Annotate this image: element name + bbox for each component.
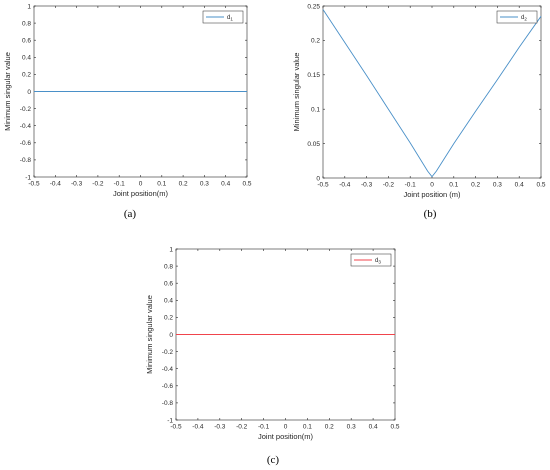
x-tick-label: 0.3 <box>347 424 356 431</box>
legend: d1 <box>202 10 244 24</box>
x-tick-label: -0.5 <box>28 181 40 188</box>
x-tick-label: -0.1 <box>405 182 417 189</box>
legend-label: d3 <box>375 258 381 265</box>
x-tick-label: -0.5 <box>317 182 329 189</box>
y-tick-label: 0 <box>27 89 31 96</box>
y-tick-label: 0.8 <box>164 263 173 270</box>
y-tick-label: -0.6 <box>162 383 174 390</box>
x-axis-label: Joint position (m) <box>403 190 461 199</box>
x-tick-label: 0.2 <box>471 182 480 189</box>
y-tick-label: -0.4 <box>162 366 174 373</box>
chart-panel-3: -0.5 -0.4 -0.3 -0.2 -0.1 0 0.1 0.2 0.3 0.4 0.5 -1 -0… <box>145 246 400 466</box>
y-tick-label: -0.2 <box>20 106 32 113</box>
x-tick-label: 0.3 <box>200 181 209 188</box>
x-tick-label: -0.2 <box>383 182 395 189</box>
x-tick-label: -0.5 <box>170 424 182 431</box>
y-tick-label: 0.2 <box>164 315 173 322</box>
x-axis-label: Joint position(m) <box>258 432 314 441</box>
y-tick-label: -0.6 <box>20 140 32 147</box>
x-tick-label: 0 <box>139 181 143 188</box>
x-tick-label: 0.5 <box>242 181 251 188</box>
x-tick-label: -0.4 <box>50 181 62 188</box>
y-tick-label: 0.2 <box>22 72 31 79</box>
legend-label: d1 <box>227 15 233 22</box>
x-tick-label: -0.3 <box>71 181 83 188</box>
x-tick-label: 0.4 <box>369 424 378 431</box>
legend-label: d2 <box>521 15 527 22</box>
panel-caption: (c) <box>267 454 280 466</box>
legend: d3 <box>350 253 392 267</box>
y-tick-label: -0.4 <box>20 123 32 130</box>
chart-panel-2: -0.5 -0.4 -0.3 -0.2 -0.1 0 0.1 0.2 0.3 0.4 0.5 0 0.0… <box>292 3 546 220</box>
x-tick-label: -0.3 <box>214 424 226 431</box>
legend: d2 <box>496 10 538 24</box>
y-tick-label: 0.6 <box>22 38 31 45</box>
x-tick-label: 0.3 <box>493 182 502 189</box>
x-tick-label: -0.2 <box>92 181 104 188</box>
y-tick-label: 1 <box>169 246 173 253</box>
x-tick-label: 0.5 <box>536 182 545 189</box>
y-axis-label: Minimum singular value <box>292 53 301 132</box>
y-tick-label: 0.1 <box>311 107 320 114</box>
x-tick-label: 0.1 <box>157 181 166 188</box>
x-tick-label: -0.1 <box>258 424 270 431</box>
y-tick-label: 0.2 <box>311 38 320 45</box>
x-tick-label: 0 <box>430 182 434 189</box>
y-tick-label: -1 <box>167 417 173 424</box>
x-tick-label: 0.2 <box>325 424 334 431</box>
x-tick-label: -0.1 <box>114 181 126 188</box>
x-tick-label: 0.1 <box>449 182 458 189</box>
y-axis-label: Minimum singular value <box>3 52 12 131</box>
x-tick-label: 0.2 <box>179 181 188 188</box>
panel-caption: (a) <box>124 208 137 220</box>
chart-panel-1: -0.5 -0.4 -0.3 -0.2 -0.1 0 0.1 0.2 0.3 0.4 0.5 -1 -0… <box>3 3 252 220</box>
y-tick-label: 0.4 <box>22 55 31 62</box>
x-tick-label: 0.4 <box>515 182 524 189</box>
y-tick-label: 0.05 <box>307 141 320 148</box>
x-tick-label: -0.4 <box>192 424 204 431</box>
y-tick-label: 0.8 <box>22 20 31 27</box>
y-tick-label: 0.4 <box>164 298 173 305</box>
x-tick-label: -0.4 <box>339 182 351 189</box>
y-tick-label: -1 <box>25 174 31 181</box>
x-tick-label: 0.5 <box>390 424 399 431</box>
y-tick-label: 0.15 <box>307 72 320 79</box>
y-tick-label: -0.8 <box>20 157 32 164</box>
x-tick-label: -0.3 <box>361 182 373 189</box>
y-tick-label: 0.25 <box>307 3 320 10</box>
y-tick-label: 0.6 <box>164 281 173 288</box>
y-tick-label: -0.2 <box>162 349 174 356</box>
x-tick-label: -0.2 <box>236 424 248 431</box>
y-tick-label: -0.8 <box>162 400 174 407</box>
x-axis-label: Joint position(m) <box>113 189 169 198</box>
y-tick-label: 1 <box>27 3 31 10</box>
series-line-d2 <box>322 9 542 178</box>
x-tick-label: 0 <box>284 424 288 431</box>
y-tick-label: 0 <box>169 332 173 339</box>
x-tick-label: 0.4 <box>221 181 230 188</box>
y-axis-label: Minimum singular value <box>145 295 154 374</box>
panel-caption: (b) <box>424 208 437 220</box>
x-tick-label: 0.1 <box>303 424 312 431</box>
y-tick-label: 0 <box>316 175 320 182</box>
plot-area <box>322 5 542 179</box>
